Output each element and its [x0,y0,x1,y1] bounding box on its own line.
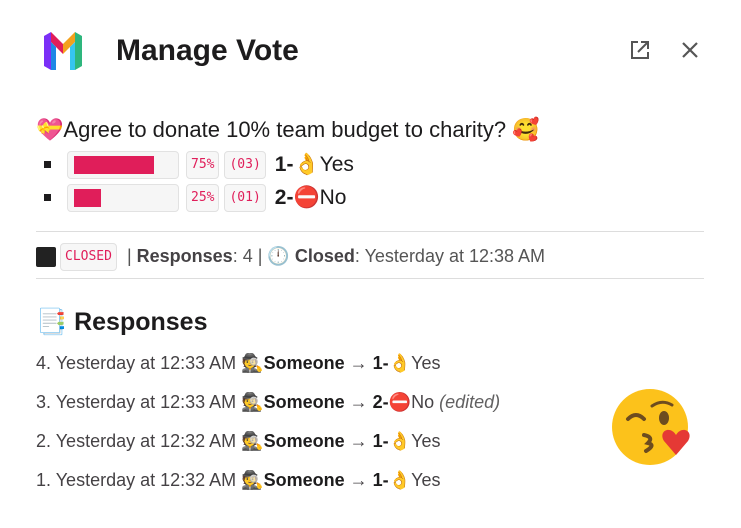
poll-option-no: 25% (01) 2-⛔No [44,181,354,214]
edited-note: (edited) [439,392,501,412]
response-time: Yesterday at 12:33 AM [55,353,237,373]
option-label: 2-⛔No [275,185,347,210]
ok-hand-icon: 👌 [388,353,412,374]
response-choice: Yes [411,353,441,373]
ok-hand-icon: 👌 [388,470,412,491]
poll-options: 75% (03) 1-👌Yes 25% (01) 2-⛔No [44,148,354,214]
close-icon [682,42,698,58]
detective-icon: 🕵 [241,470,264,491]
option-text: No [319,186,347,209]
detective-icon: 🕵 [241,431,264,452]
responses-label: Responses [136,246,233,266]
response-user: Someone [263,470,345,490]
vote-percent: 25% [186,183,220,212]
black-square-icon [36,246,56,267]
option-number: 1- [274,153,294,176]
bookmark-tabs-icon: 📑 [36,307,68,336]
rainbow-m-logo [44,32,82,70]
response-item: 4. Yesterday at 12:33 AM 🕵Someone → 1-👌Y… [36,347,500,386]
vote-count: (03) [224,150,266,179]
no-entry-icon: ⛔ [293,185,320,209]
vote-bar-fill [74,155,154,174]
responses-heading-text: Responses [74,308,208,336]
arrow-icon: → [349,431,368,451]
vote-bar [67,183,179,212]
poll-question-text: Agree to donate 10% team budget to chari… [63,117,507,142]
response-index: 1. [36,470,52,490]
response-choice: No [411,392,435,412]
responses-count: 4 [242,246,253,266]
vote-bar-fill [74,188,101,207]
status-badge: CLOSED [60,242,117,271]
arrow-icon: → [349,353,368,373]
close-button[interactable] [676,36,704,64]
bullet-icon [44,161,51,168]
arrow-icon: → [349,470,368,490]
response-item: 3. Yesterday at 12:33 AM 🕵Someone → 2-⛔N… [36,386,500,425]
response-index: 3. [36,392,52,412]
divider [36,231,704,232]
response-choice: Yes [411,470,441,490]
response-number: 1- [372,353,389,373]
option-text: Yes [319,153,354,176]
smiling-hearts-icon: 🥰 [512,118,540,143]
modal-header: Manage Vote [0,0,741,100]
response-index: 2. [36,431,52,451]
divider [36,278,704,279]
ok-hand-icon: 👌 [293,152,320,176]
response-number: 1- [372,431,389,451]
detective-icon: 🕵 [241,353,264,374]
closed-label: Closed [294,246,355,266]
arrow-icon: → [349,392,368,412]
response-user: Someone [263,431,345,451]
clock-icon: 🕛 [267,246,290,267]
closed-time: Yesterday at 12:38 AM [364,246,546,266]
bullet-icon [44,194,51,201]
vote-count: (01) [224,183,266,212]
modal-title: Manage Vote [116,34,299,67]
response-choice: Yes [411,431,441,451]
responses-list: 4. Yesterday at 12:33 AM 🕵Someone → 1-👌Y… [36,347,500,503]
status-text: | Responses: 4 | 🕛 Closed: Yesterday at … [121,246,546,267]
option-label: 1-👌Yes [275,152,354,177]
response-time: Yesterday at 12:33 AM [55,392,237,412]
kissing-heart-face-icon [612,389,690,465]
response-number: 2- [372,392,389,412]
open-external-button[interactable] [626,36,654,64]
detective-icon: 🕵 [241,392,264,413]
poll-option-yes: 75% (03) 1-👌Yes [44,148,354,181]
response-user: Someone [263,392,345,412]
open-external-icon [631,41,649,59]
poll-status: CLOSED | Responses: 4 | 🕛 Closed: Yester… [36,240,545,273]
response-index: 4. [36,353,52,373]
heart-gift-icon: 💝 [36,118,64,143]
response-time: Yesterday at 12:32 AM [55,431,237,451]
response-user: Someone [263,353,345,373]
option-number: 2- [274,186,294,209]
vote-percent: 75% [186,150,220,179]
response-number: 1- [372,470,389,490]
response-item: 1. Yesterday at 12:32 AM 🕵Someone → 1-👌Y… [36,464,500,503]
vote-bar [67,150,179,179]
no-entry-icon: ⛔ [388,392,412,413]
response-item: 2. Yesterday at 12:32 AM 🕵Someone → 1-👌Y… [36,425,500,464]
response-time: Yesterday at 12:32 AM [55,470,237,490]
poll-question: 💝Agree to donate 10% team budget to char… [36,113,540,148]
responses-heading: 📑 Responses [36,306,207,338]
ok-hand-icon: 👌 [388,431,412,452]
